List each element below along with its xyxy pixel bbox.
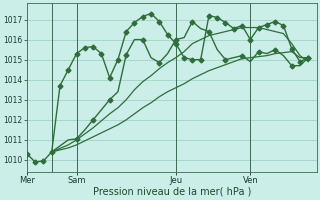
X-axis label: Pression niveau de la mer( hPa ): Pression niveau de la mer( hPa ) [92,187,251,197]
